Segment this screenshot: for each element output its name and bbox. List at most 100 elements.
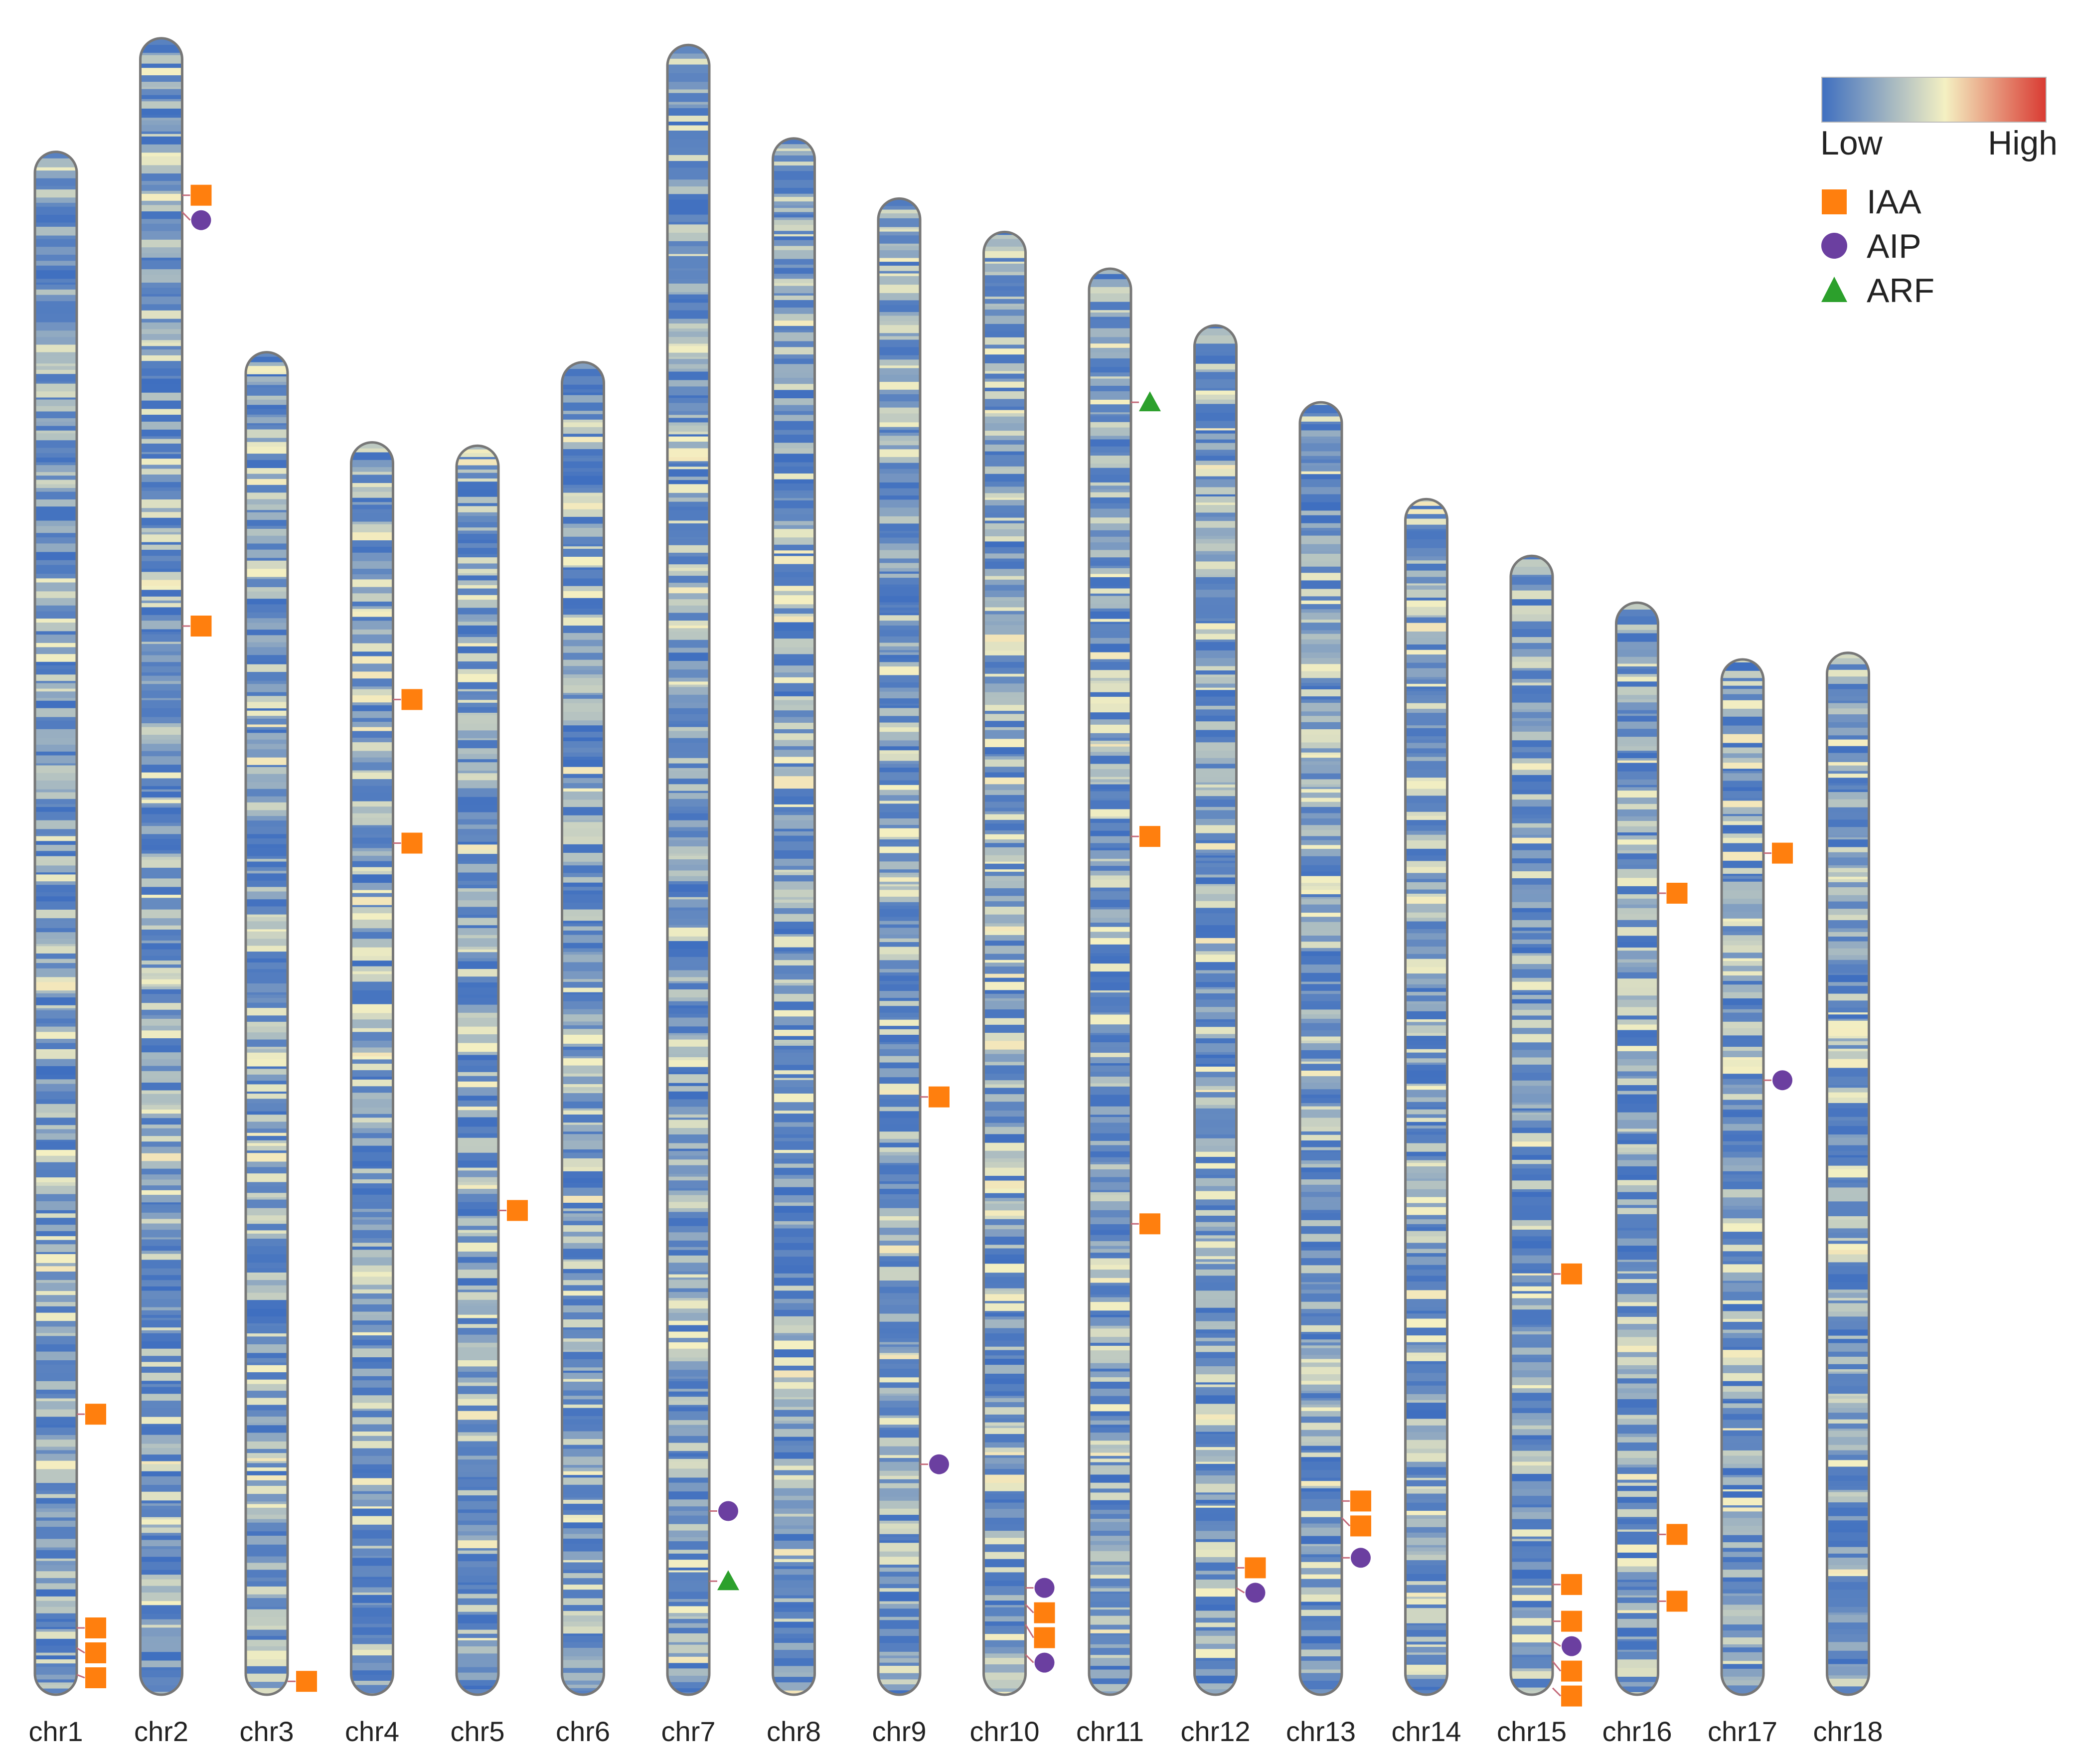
chromosome-chr10: chr10: [969, 230, 1040, 1747]
aip-gene-marker: [1034, 1578, 1055, 1598]
iaa-gene-marker: [1245, 1557, 1266, 1579]
iaa-gene-marker: [1561, 1574, 1582, 1595]
chromosome-label: chr17: [1708, 1716, 1777, 1747]
aip-legend-circle-icon: [1821, 233, 1847, 259]
arf-legend-label: ARF: [1867, 272, 1934, 310]
chromosome-outline: [1404, 497, 1448, 1696]
arf-gene-marker: [1139, 391, 1161, 412]
density-bands: [1089, 269, 1131, 1695]
chromosome-label: chr11: [1076, 1716, 1144, 1747]
density-bands: [457, 446, 498, 1695]
density-bands: [246, 352, 288, 1695]
iaa-gene-marker: [1772, 842, 1793, 864]
chromosome-label: chr15: [1497, 1716, 1567, 1747]
density-bands: [1194, 325, 1237, 1695]
chromosome-outline: [1509, 554, 1554, 1696]
chromosome-chr14: chr14: [1391, 497, 1461, 1747]
chromosome-chr2: chr2: [134, 37, 188, 1747]
scale-low-label: Low: [1820, 124, 1883, 162]
chromosome-outline: [1298, 401, 1343, 1696]
chromosome-chr9: chr9: [872, 197, 927, 1747]
iaa-gene-marker: [1561, 1685, 1582, 1707]
chromosome-outline: [1088, 267, 1132, 1696]
aip-gene-marker: [1562, 1636, 1582, 1656]
chromosome-label: chr9: [872, 1716, 927, 1747]
arf-legend-triangle-icon: [1821, 277, 1847, 302]
chromosome-label: chr18: [1813, 1716, 1883, 1747]
density-bands: [983, 232, 1026, 1695]
density-bands: [878, 198, 920, 1695]
aip-gene-marker: [718, 1501, 738, 1521]
chromosome-label: chr7: [661, 1716, 716, 1747]
chromosome-label: chr5: [451, 1716, 505, 1747]
iaa-gene-marker: [85, 1617, 106, 1638]
chromosome-chr17: chr17: [1708, 658, 1777, 1747]
chromosome-chr15: chr15: [1497, 554, 1567, 1747]
chromosome-outline: [561, 361, 605, 1696]
chromosome-outline: [877, 197, 922, 1696]
iaa-gene-marker: [85, 1667, 106, 1688]
iaa-gene-marker: [1561, 1660, 1582, 1682]
iaa-gene-marker: [1666, 1524, 1688, 1545]
density-bands: [773, 138, 815, 1695]
gene-markers: [76, 184, 1793, 1707]
density-bands: [351, 442, 393, 1695]
chromosome-chr8: chr8: [767, 137, 821, 1747]
chromosome-outline: [455, 444, 500, 1696]
chromosome-outline: [1826, 651, 1870, 1696]
aip-legend-label: AIP: [1867, 227, 1921, 265]
chromosome-label: chr13: [1286, 1716, 1356, 1747]
chromosome-outline: [1615, 601, 1659, 1696]
chromosome-label: chr6: [556, 1716, 610, 1747]
chromosome-chr12: chr12: [1180, 324, 1251, 1747]
aip-gene-marker: [1034, 1652, 1055, 1673]
chromosome-chr18: chr18: [1813, 651, 1883, 1747]
chromosome-outline: [1193, 324, 1238, 1696]
density-bands: [140, 38, 182, 1695]
iaa-gene-marker: [1034, 1627, 1055, 1648]
chromosome-outline: [666, 43, 711, 1696]
chromosome-group: chr1 chr2 chr3 chr4 chr5 chr6 chr7 chr8 chr9 chr1…: [29, 37, 1883, 1747]
iaa-gene-marker: [85, 1404, 106, 1425]
chromosome-label: chr8: [767, 1716, 821, 1747]
density-bands: [1722, 659, 1763, 1695]
chromosome-label: chr16: [1602, 1716, 1672, 1747]
chromosome-label: chr3: [240, 1716, 294, 1747]
chromosome-outline: [1720, 658, 1765, 1696]
chromosome-chr1: chr1: [29, 151, 83, 1747]
chromosome-outline: [772, 137, 816, 1696]
density-bands: [562, 362, 604, 1695]
arf-gene-marker: [717, 1570, 739, 1591]
chromosome-label: chr2: [134, 1716, 188, 1747]
iaa-gene-marker: [1561, 1263, 1582, 1284]
iaa-gene-marker: [190, 616, 212, 637]
chromosome-chr3: chr3: [240, 351, 294, 1747]
chromosome-chr4: chr4: [345, 441, 399, 1747]
density-bands: [1511, 556, 1553, 1695]
aip-gene-marker: [1351, 1548, 1371, 1568]
iaa-gene-marker: [401, 689, 423, 710]
chromosome-label: chr4: [345, 1716, 399, 1747]
iaa-gene-marker: [1561, 1610, 1582, 1632]
iaa-legend-label: IAA: [1867, 183, 1921, 221]
iaa-gene-marker: [1350, 1515, 1371, 1537]
density-bands: [1405, 499, 1447, 1695]
iaa-gene-marker: [401, 832, 423, 854]
density-bands: [1616, 603, 1658, 1695]
chromosome-label: chr1: [29, 1716, 83, 1747]
chromosome-outline: [244, 351, 289, 1696]
chromosome-label: chr12: [1180, 1716, 1250, 1747]
chromosome-label: chr10: [969, 1716, 1039, 1747]
iaa-gene-marker: [190, 184, 212, 206]
chromosome-outline: [33, 151, 78, 1696]
chromosome-outline: [982, 230, 1027, 1696]
density-bands: [1827, 652, 1869, 1695]
iaa-gene-marker: [296, 1671, 317, 1692]
iaa-gene-marker: [1666, 1591, 1688, 1612]
chromosome-chr11: chr11: [1076, 267, 1144, 1747]
iaa-gene-marker: [507, 1200, 528, 1221]
iaa-gene-marker: [1139, 1213, 1160, 1235]
iaa-gene-marker: [1666, 883, 1688, 904]
density-bands: [35, 152, 77, 1695]
